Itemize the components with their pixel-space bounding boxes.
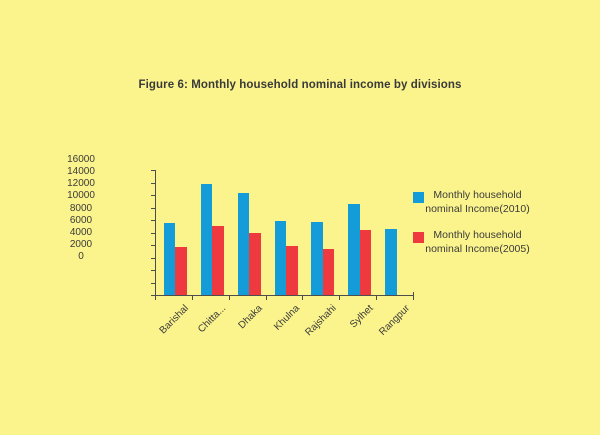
y-tick-label: 12000: [67, 178, 95, 190]
x-category-label-chitta: Chitta...: [195, 303, 229, 336]
y-tick-label: 4000: [69, 226, 93, 238]
bar-2010-dhaka: [237, 192, 250, 295]
x-category-label-rajshahi: Rajshahi: [303, 303, 339, 339]
x-category-label-barishal: Barishal: [157, 303, 192, 337]
bar-2010-rangpur: [385, 229, 397, 295]
y-tick-label: 10000: [67, 190, 95, 202]
bar-2010-barishal: [163, 223, 176, 295]
x-axis-tick: [339, 296, 341, 300]
legend-item-2010: Monthly household nominal Income(2010): [413, 189, 537, 216]
y-axis-tick: [151, 245, 155, 246]
bar-2005-sylhet: [359, 230, 372, 295]
y-axis-tick: [151, 232, 155, 234]
legend-label-2010-line2: nominal Income(2010): [425, 202, 530, 215]
figure-title: Figure 6: Monthly household nominal inco…: [138, 79, 462, 91]
legend-item-2005: Monthly household nominal Income(2005): [413, 229, 537, 256]
y-axis-tick: [151, 195, 155, 196]
x-axis-end-tick: [413, 292, 414, 295]
x-category-label-sylhet: Sylhet: [348, 303, 376, 331]
y-axis-tick: [151, 182, 155, 184]
x-axis-tick: [228, 296, 230, 300]
x-category-label-rangpur: Rangpur: [377, 303, 413, 338]
legend-label-2010-line1: Monthly household: [433, 189, 522, 201]
x-category-label-khulna: Khulna: [271, 303, 302, 333]
y-axis-tick: [151, 220, 155, 221]
x-axis-line: [155, 295, 414, 296]
bar-2005-chitta: [212, 226, 224, 295]
y-axis-tick: [151, 170, 155, 171]
bar-2005-khulna: [286, 245, 298, 295]
bar-2005-rajshahi: [322, 248, 335, 295]
y-axis-line: [155, 170, 156, 296]
y-axis-tick: [151, 207, 155, 209]
x-axis-tick: [376, 296, 378, 300]
y-tick-label: 2000: [69, 239, 93, 251]
legend-label-2005: Monthly household nominal Income(2005): [421, 229, 534, 256]
x-axis-tick: [302, 296, 304, 300]
y-tick-label: 8000: [69, 202, 93, 214]
bar-2005-dhaka: [249, 233, 261, 295]
legend-swatch-2005: [413, 232, 424, 243]
legend-label-2005-line1: Monthly household: [433, 229, 522, 241]
legend-label-2005-line2: nominal Income(2005): [425, 242, 530, 255]
y-tick-label: 6000: [69, 214, 93, 226]
bar-2010-sylhet: [348, 204, 360, 295]
y-tick-label: 16000: [67, 154, 95, 165]
x-category-label-dhaka: Dhaka: [236, 303, 265, 332]
bar-2005-barishal: [175, 247, 187, 295]
legend-label-2010: Monthly household nominal Income(2010): [421, 189, 534, 216]
y-tick-label: 0: [78, 251, 84, 263]
x-axis-tick: [413, 296, 414, 300]
x-axis-tick: [155, 296, 156, 300]
y-axis-tick: [151, 282, 155, 284]
legend-swatch-2010: [413, 192, 424, 203]
y-tick-label: 14000: [67, 166, 95, 178]
y-axis-tick: [151, 295, 155, 296]
y-axis-tick: [151, 257, 155, 259]
bar-2010-rajshahi: [311, 222, 323, 295]
y-axis-tick: [151, 270, 155, 271]
y-axis-labels: 16000 14000 12000 10000 8000 6000 4000 2000 0: [46, 154, 116, 263]
x-axis-tick: [191, 296, 193, 300]
bar-2010-khulna: [274, 220, 286, 295]
x-axis-tick: [265, 296, 267, 300]
bar-2010-chitta: [200, 184, 213, 295]
